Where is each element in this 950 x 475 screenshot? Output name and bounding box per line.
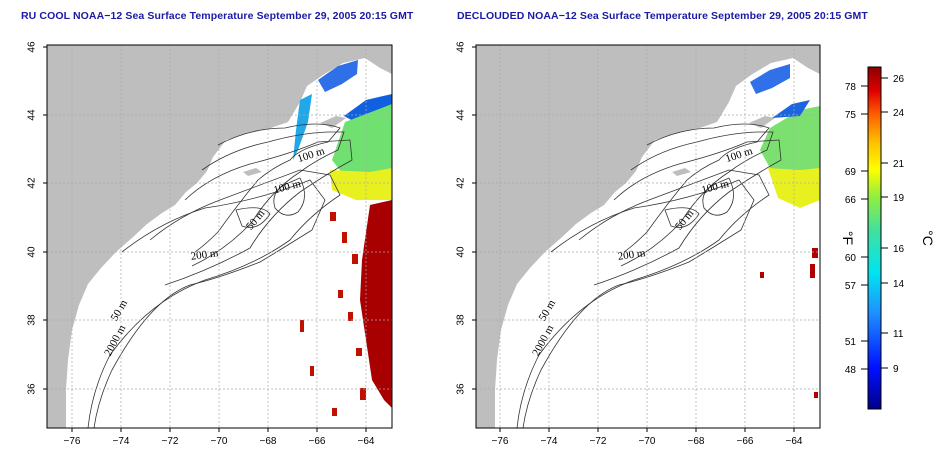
sst-declouded-yellow — [768, 168, 820, 208]
contour-label: 200 m — [617, 247, 647, 263]
f-tick-label: 78 — [845, 82, 857, 93]
f-tick-label: 48 — [845, 365, 857, 376]
y-tick-label: 46 — [27, 41, 38, 53]
x-tick-label: −70 — [211, 436, 228, 447]
y-tick-label: 40 — [27, 246, 38, 258]
x-tick-label: −74 — [541, 436, 558, 447]
bathymetry-contours — [87, 123, 353, 429]
y-tick-label: 36 — [27, 383, 38, 395]
island — [243, 168, 262, 176]
sst-raw-channel — [293, 94, 312, 160]
colorbar-gradient — [867, 66, 882, 410]
y-tick-label: 38 — [27, 314, 38, 326]
sst-declouded-red — [760, 248, 818, 398]
x-tick-label: −70 — [639, 436, 656, 447]
map-panel-raw — [43, 44, 393, 432]
sst-raw-yellow — [330, 168, 392, 200]
f-tick-label: 57 — [845, 281, 857, 292]
f-tick-label: 66 — [845, 195, 857, 206]
c-tick-label: 24 — [893, 108, 905, 119]
fahrenheit-unit-label: °F — [840, 231, 856, 245]
land-mass — [47, 45, 392, 428]
y-tick-label: 44 — [27, 109, 38, 121]
y-tick-label: 46 — [456, 41, 467, 53]
c-tick-label: 11 — [893, 329, 904, 340]
x-tick-label: −74 — [113, 436, 130, 447]
f-tick-label: 69 — [845, 167, 857, 178]
f-tick-label: 51 — [845, 337, 857, 348]
map-panel-declouded — [472, 44, 821, 432]
x-tick-label: −72 — [162, 436, 179, 447]
x-tick-label: −66 — [309, 436, 326, 447]
c-tick-label: 26 — [893, 74, 905, 85]
map-title-left: RU COOL NOAA−12 Sea Surface Temperature … — [21, 10, 414, 22]
bathymetry-contours — [516, 123, 782, 429]
sst-raw-north-blue — [318, 60, 358, 92]
graticule — [47, 45, 392, 428]
y-tick-label: 38 — [456, 314, 467, 326]
c-tick-label: 21 — [893, 159, 905, 170]
x-tick-label: −76 — [64, 436, 81, 447]
y-tick-label: 36 — [456, 383, 467, 395]
c-tick-label: 19 — [893, 193, 905, 204]
y-tick-label: 42 — [27, 177, 38, 189]
f-tick-label: 75 — [845, 110, 857, 121]
graticule — [476, 45, 820, 428]
x-tick-label: −64 — [786, 436, 803, 447]
island — [672, 168, 691, 176]
sst-declouded-north-blue — [750, 64, 790, 94]
c-tick-label: 9 — [893, 364, 899, 375]
y-tick-label: 42 — [456, 177, 467, 189]
f-tick-label: 60 — [845, 253, 857, 264]
contour-label: 200 m — [190, 247, 220, 263]
y-tick-label: 44 — [456, 109, 467, 121]
sst-declouded-green — [760, 106, 820, 176]
x-tick-label: −76 — [492, 436, 509, 447]
c-tick-label: 16 — [893, 244, 905, 255]
sst-raw-speckle — [300, 212, 366, 416]
x-tick-label: −68 — [260, 436, 277, 447]
x-tick-label: −64 — [358, 436, 375, 447]
sst-declouded-blue-east — [772, 100, 810, 118]
sst-raw-green — [332, 104, 392, 190]
map-title-right: DECLOUDED NOAA−12 Sea Surface Temperatur… — [457, 10, 868, 22]
x-tick-label: −72 — [590, 436, 607, 447]
land-mass — [476, 45, 820, 428]
x-tick-label: −66 — [737, 436, 754, 447]
colorbar: 48 51 57 60 66 69 75 78 9 11 14 16 19 21 24 26 °F °C — [840, 66, 936, 410]
c-tick-label: 14 — [893, 279, 905, 290]
y-tick-label: 40 — [456, 246, 467, 258]
x-tick-label: −68 — [688, 436, 705, 447]
celsius-unit-label: °C — [920, 230, 936, 246]
